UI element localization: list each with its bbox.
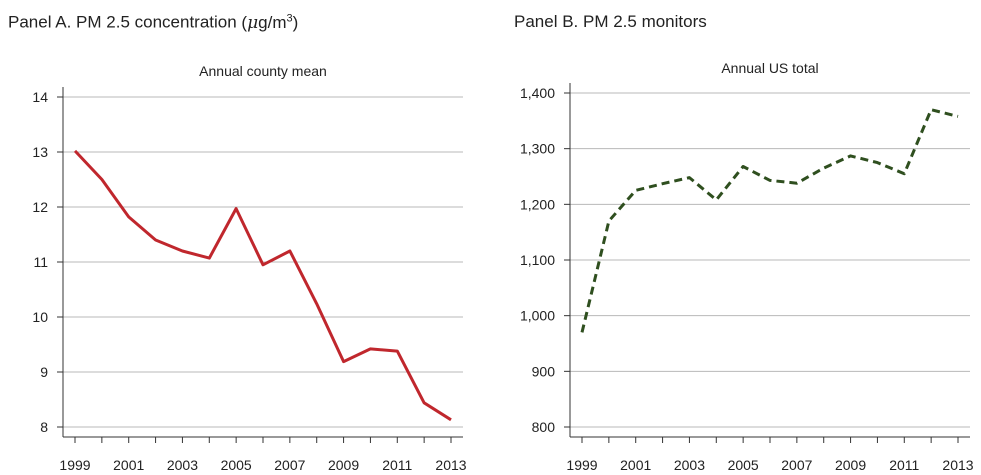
panel-b-y-tick-label: 800 xyxy=(532,419,556,435)
panel-a-y-tick-label: 10 xyxy=(32,309,48,325)
panel-a-data-point xyxy=(234,207,238,211)
panel-b-y-tick-label: 1,200 xyxy=(520,196,555,212)
panel-b-series-line xyxy=(580,108,959,333)
panel-b-title: Panel B. PM 2.5 monitors xyxy=(514,12,707,31)
panel-b-data-point xyxy=(849,154,853,158)
panel-a-y-tick-label: 13 xyxy=(32,144,48,160)
panel-b-x-tick-label: 2005 xyxy=(728,457,759,473)
panel-b-data-point xyxy=(795,181,799,185)
panel-b-data-point xyxy=(580,330,584,334)
panel-a-series-line xyxy=(73,149,452,422)
panel-a-data-point xyxy=(395,349,399,353)
chart-panel-a: 8 9 10 11 12 13 14 1999 2001 2003 2005 2007 2009 2011… xyxy=(32,63,466,473)
panel-b-y-tick-label: 1,100 xyxy=(520,252,555,268)
chart-panel-b: 800 900 1,000 1,100 1,200 1,300 1,400 1999 2001 2… xyxy=(520,60,974,473)
panel-b-y-tick-label: 900 xyxy=(532,363,556,379)
panel-a-title-main: Panel A. PM 2.5 concentration xyxy=(8,12,242,32)
panel-a-title-unit: (μg/m3) xyxy=(241,12,299,33)
panel-b-data-point xyxy=(741,164,745,168)
panel-b-data-point xyxy=(956,114,960,118)
panel-a-y-tick-label: 14 xyxy=(32,89,48,105)
panel-a-data-point xyxy=(180,249,184,253)
panel-b-y-tick-label: 1,400 xyxy=(520,85,555,101)
panel-b-y-tick-label: 1,300 xyxy=(520,141,555,157)
panel-b-data-point xyxy=(687,176,691,180)
panel-a-title: Panel A. PM 2.5 concentration (μg/m3) xyxy=(8,12,298,33)
panel-a-y-tick-label: 9 xyxy=(40,364,48,380)
panel-b-y-tick-label: 1,000 xyxy=(520,308,555,324)
panel-b-x-tick-label: 2001 xyxy=(620,457,651,473)
panel-b-data-point xyxy=(902,172,906,176)
panel-b-x-tick-label: 2003 xyxy=(674,457,705,473)
panel-b-data-point xyxy=(607,219,611,223)
panel-a-y-tick-label: 11 xyxy=(33,254,48,270)
panel-b-data-point xyxy=(768,178,772,182)
panel-a-x-tick-label: 2009 xyxy=(328,457,359,473)
panel-b-x-tick-label: 1999 xyxy=(566,457,597,473)
panel-b-x-tick-label: 2011 xyxy=(889,457,919,473)
panel-a-x-tick-label: 2001 xyxy=(113,457,144,473)
panel-a-x-tick-label: 2005 xyxy=(221,457,252,473)
panel-b-data-point xyxy=(634,188,638,192)
panel-b-subtitle: Annual US total xyxy=(721,60,818,76)
panel-a-x-tick-label: 2013 xyxy=(435,457,466,473)
panel-a-x-tick-label: 2011 xyxy=(382,457,412,473)
panel-a-x-tick-label: 1999 xyxy=(59,457,90,473)
panel-a-subtitle: Annual county mean xyxy=(199,63,327,79)
panel-a-data-point xyxy=(288,249,292,253)
panel-a-data-point xyxy=(100,178,104,182)
panel-a-data-point xyxy=(154,238,158,242)
panel-b-data-point xyxy=(714,198,718,202)
panel-a-data-point xyxy=(342,360,346,364)
panel-b-data-point xyxy=(822,166,826,170)
panel-b-data-point xyxy=(875,161,879,165)
panel-b-x-tick-label: 2009 xyxy=(835,457,866,473)
panel-a-data-point xyxy=(449,418,453,422)
panel-b-x-tick-label: 2007 xyxy=(781,457,812,473)
panel-a-y-tick-label: 12 xyxy=(32,199,48,215)
panel-a-x-tick-label: 2007 xyxy=(274,457,305,473)
panel-b-data-point xyxy=(661,182,665,186)
panel-a-x-tick-label: 2003 xyxy=(167,457,198,473)
panel-a-y-tick-label: 8 xyxy=(40,419,48,435)
panel-a-data-point xyxy=(73,149,77,153)
panel-b-data-point xyxy=(929,108,933,112)
panel-a-data-point xyxy=(127,215,131,219)
panel-a-data-point xyxy=(368,347,372,351)
panel-a-data-point xyxy=(207,256,211,260)
panel-a-data-point xyxy=(315,302,319,306)
panel-a-data-point xyxy=(422,401,426,405)
panel-a-data-point xyxy=(261,263,265,267)
panel-b-x-tick-label: 2013 xyxy=(942,457,973,473)
